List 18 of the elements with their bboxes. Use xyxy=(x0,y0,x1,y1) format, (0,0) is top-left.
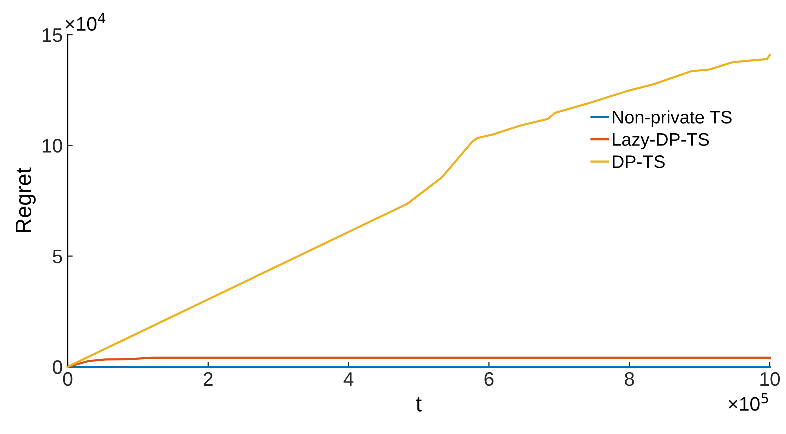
x-tick-label: 4 xyxy=(344,372,354,386)
legend-label: Lazy-DP-TS xyxy=(613,133,710,150)
x-tick-label: 6 xyxy=(484,372,494,386)
x-axis-title: t xyxy=(416,397,422,412)
text: ×10$^{4}$ xyxy=(66,13,106,32)
x-tick-label: 10 xyxy=(760,372,780,386)
y-tick-label: 0 xyxy=(53,360,62,374)
y-tick-label: 5 xyxy=(53,250,62,264)
y-tick-label: 10 xyxy=(42,139,62,153)
y-axis-title: Regret xyxy=(16,168,36,233)
y-tick-label: 15 xyxy=(42,28,62,42)
legend-label: DP-TS xyxy=(613,156,665,168)
text: ×10$^{5}$ xyxy=(728,393,768,412)
x-tick-label: 0 xyxy=(63,372,73,386)
legend-label: Non-private TS xyxy=(613,110,732,128)
x-tick-label: 8 xyxy=(625,372,634,386)
line-series xyxy=(66,54,772,368)
x-tick-label: 2 xyxy=(204,372,213,386)
